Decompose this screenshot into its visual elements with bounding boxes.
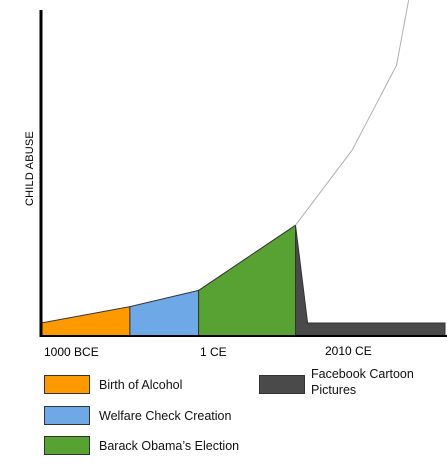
legend-item-welfare-check-creation: Welfare Check Creation [44,406,231,425]
area-barack-obama-s-election [198,224,296,337]
legend-label: Welfare Check Creation [99,408,232,423]
legend-swatch [259,375,305,394]
x-tick-label: 1 CE [200,345,227,359]
legend-swatch [44,436,90,455]
legend-swatch [44,406,90,425]
y-axis-label: CHILD ABUSE [24,131,36,206]
chart-areas [40,224,446,337]
area-welfare-check-creation [129,289,200,337]
x-tick-label: 2010 CE [325,344,372,358]
legend-item-facebook-cartoon-pictures: Facebook Cartoon Pictures [259,366,429,398]
legend-label: Birth of Alcohol [99,377,183,392]
area-facebook-cartoon-pictures [295,225,446,337]
legend-item-barack-obamas-election: Barack Obama’s Election [44,436,239,455]
area-birth-of-alcohol [40,306,131,337]
legend-label: Facebook Cartoon Pictures [311,367,414,397]
x-tick-label: 1000 BCE [44,345,99,359]
legend-item-birth-of-alcohol: Birth of Alcohol [44,375,182,394]
legend-swatch [44,375,90,394]
trend-line [295,0,410,226]
legend-label: Barack Obama’s Election [99,438,240,453]
